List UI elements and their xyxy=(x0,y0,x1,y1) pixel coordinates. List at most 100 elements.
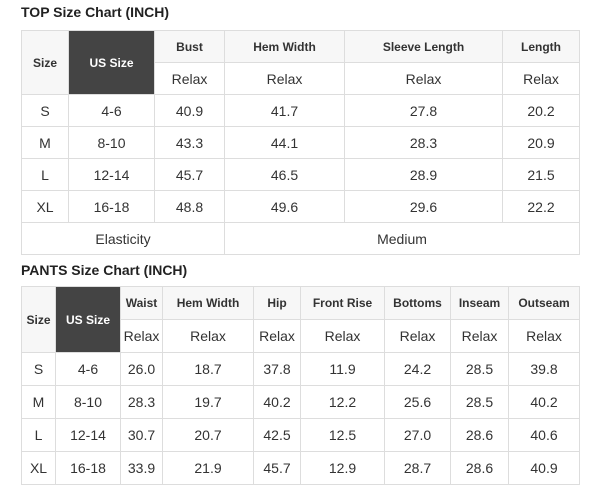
measurement-cell: 40.2 xyxy=(253,385,301,419)
column-header: Length xyxy=(502,30,580,63)
size-cell: XL xyxy=(21,190,69,223)
measurement-cell: 28.5 xyxy=(450,352,509,386)
size-cell: L xyxy=(21,418,56,452)
top-size-table: Size US Size Bust Hem Width Sleeve Length Len… xyxy=(21,30,580,255)
table-row: L 12-14 30.7 20.7 42.5 12.5 27.0 28.6 40.6 xyxy=(21,418,580,452)
top-chart-title: TOP Size Chart (INCH) xyxy=(21,4,170,20)
us-size-cell: 12-14 xyxy=(68,158,155,191)
measurement-cell: 11.9 xyxy=(300,352,385,386)
column-header: Hem Width xyxy=(224,30,345,63)
header-row: Size US Size Waist Hem Width Hip Front Rise Bo… xyxy=(21,286,580,353)
us-size-cell: 4-6 xyxy=(55,352,121,386)
measurement-cell: 45.7 xyxy=(253,451,301,485)
subheader-row: Relax Relax Relax Relax xyxy=(22,62,580,95)
measurement-cell: 42.5 xyxy=(253,418,301,452)
size-cell: S xyxy=(21,352,56,386)
table-row: M 8-10 43.3 44.1 28.3 20.9 xyxy=(21,126,580,159)
measurement-cell: 22.2 xyxy=(502,190,580,223)
measurement-cell: 37.8 xyxy=(253,352,301,386)
measurement-cell: 44.1 xyxy=(224,126,345,159)
pants-size-table: Size US Size Waist Hem Width Hip Front Rise Bo… xyxy=(21,286,580,485)
measurement-cell: 43.3 xyxy=(154,126,225,159)
size-cell: XL xyxy=(21,451,56,485)
size-header: Size xyxy=(21,286,56,353)
measurement-cell: 29.6 xyxy=(344,190,503,223)
measurement-cell: 20.7 xyxy=(162,418,254,452)
us-size-cell: 8-10 xyxy=(68,126,155,159)
us-size-cell: 16-18 xyxy=(55,451,121,485)
column-header: Waist xyxy=(120,286,163,320)
measurement-cell: 30.7 xyxy=(120,418,163,452)
fit-label: Relax xyxy=(120,319,163,353)
subheader-row: Relax Relax Relax Relax Relax Relax Relax xyxy=(22,319,580,353)
fit-label: Relax xyxy=(224,62,345,95)
measurement-cell: 27.8 xyxy=(344,94,503,127)
measurement-cell: 39.8 xyxy=(508,352,580,386)
measurement-cell: 21.5 xyxy=(502,158,580,191)
measurement-cell: 28.6 xyxy=(450,418,509,452)
column-header: Outseam xyxy=(508,286,580,320)
elasticity-row: Elasticity Medium xyxy=(21,222,580,255)
header-row: Size US Size Bust Hem Width Sleeve Length Len… xyxy=(21,30,580,95)
column-header: Bottoms xyxy=(384,286,451,320)
us-size-cell: 4-6 xyxy=(68,94,155,127)
fit-label: Relax xyxy=(154,62,225,95)
table-row: S 4-6 26.0 18.7 37.8 11.9 24.2 28.5 39.8 xyxy=(21,352,580,386)
pants-chart-title: PANTS Size Chart (INCH) xyxy=(21,262,188,278)
column-header: Sleeve Length xyxy=(344,30,503,63)
measurement-cell: 28.7 xyxy=(384,451,451,485)
measurement-cell: 21.9 xyxy=(162,451,254,485)
us-size-cell: 8-10 xyxy=(55,385,121,419)
us-size-cell: 12-14 xyxy=(55,418,121,452)
size-cell: M xyxy=(21,385,56,419)
size-cell: S xyxy=(21,94,69,127)
measurement-cell: 40.6 xyxy=(508,418,580,452)
table-row: S 4-6 40.9 41.7 27.8 20.2 xyxy=(21,94,580,127)
measurement-cell: 28.3 xyxy=(120,385,163,419)
measurement-cell: 28.6 xyxy=(450,451,509,485)
measurement-cell: 40.9 xyxy=(508,451,580,485)
elasticity-label: Elasticity xyxy=(21,222,225,255)
measurement-cell: 33.9 xyxy=(120,451,163,485)
measurement-cell: 49.6 xyxy=(224,190,345,223)
column-header: Hip xyxy=(253,286,301,320)
fit-label: Relax xyxy=(384,319,451,353)
column-header: Bust xyxy=(154,30,225,63)
measurement-cell: 20.2 xyxy=(502,94,580,127)
measurement-cell: 12.5 xyxy=(300,418,385,452)
fit-label: Relax xyxy=(450,319,509,353)
fit-label: Relax xyxy=(508,319,580,353)
measurement-cell: 28.9 xyxy=(344,158,503,191)
measurement-cell: 46.5 xyxy=(224,158,345,191)
fit-label: Relax xyxy=(253,319,301,353)
us-size-header: US Size xyxy=(55,286,121,353)
measurement-cell: 48.8 xyxy=(154,190,225,223)
column-header: Front Rise xyxy=(300,286,385,320)
us-size-cell: 16-18 xyxy=(68,190,155,223)
measurement-cell: 45.7 xyxy=(154,158,225,191)
size-header: Size xyxy=(21,30,69,95)
measurement-cell: 40.9 xyxy=(154,94,225,127)
measurement-cell: 41.7 xyxy=(224,94,345,127)
measurement-cell: 12.2 xyxy=(300,385,385,419)
measurement-cell: 12.9 xyxy=(300,451,385,485)
table-row: L 12-14 45.7 46.5 28.9 21.5 xyxy=(21,158,580,191)
size-cell: M xyxy=(21,126,69,159)
measurement-cell: 28.3 xyxy=(344,126,503,159)
fit-label: Relax xyxy=(344,62,503,95)
measurement-cell: 18.7 xyxy=(162,352,254,386)
fit-label: Relax xyxy=(162,319,254,353)
us-size-header: US Size xyxy=(68,30,155,95)
measurement-cell: 28.5 xyxy=(450,385,509,419)
measurement-cell: 25.6 xyxy=(384,385,451,419)
table-row: XL 16-18 48.8 49.6 29.6 22.2 xyxy=(21,190,580,223)
measurement-cell: 40.2 xyxy=(508,385,580,419)
measurement-cell: 24.2 xyxy=(384,352,451,386)
table-row: M 8-10 28.3 19.7 40.2 12.2 25.6 28.5 40.2 xyxy=(21,385,580,419)
column-header: Inseam xyxy=(450,286,509,320)
column-header: Hem Width xyxy=(162,286,254,320)
measurement-cell: 19.7 xyxy=(162,385,254,419)
measurement-cell: 20.9 xyxy=(502,126,580,159)
fit-label: Relax xyxy=(502,62,580,95)
size-cell: L xyxy=(21,158,69,191)
